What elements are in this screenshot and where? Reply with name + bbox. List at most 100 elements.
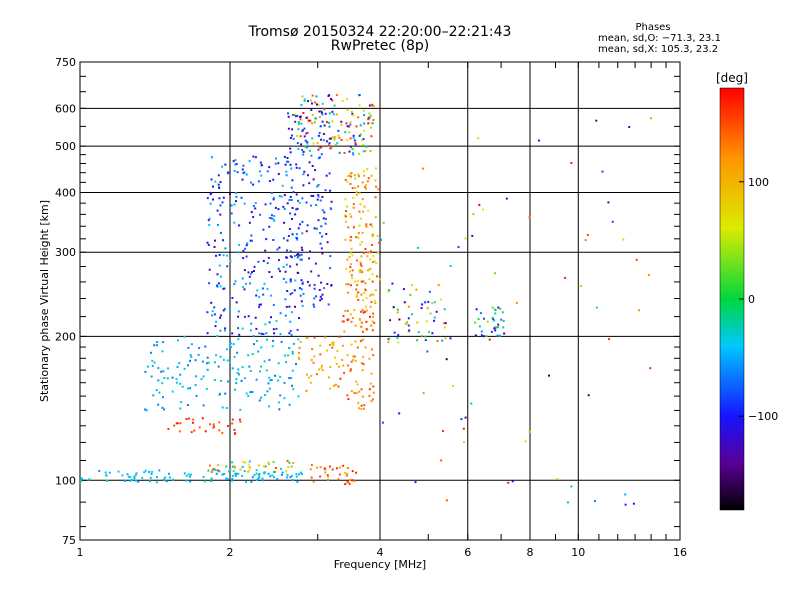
data-point [273,219,276,222]
data-point [231,297,234,299]
data-point [262,293,265,296]
data-point [349,239,352,242]
data-point [352,355,355,358]
data-point [323,467,326,470]
data-point [349,313,352,316]
data-point [250,234,253,237]
data-point [217,282,220,285]
data-point [318,289,321,291]
data-point [341,320,344,323]
data-point [364,289,367,292]
data-point [564,276,567,279]
data-point [156,476,158,479]
data-point [208,217,211,220]
data-point [309,250,311,253]
data-point [587,394,590,397]
data-point [224,392,227,395]
data-point [258,306,261,309]
data-point [368,294,371,297]
data-point [312,178,315,181]
data-point [221,473,224,476]
data-point [289,196,292,198]
data-point [298,358,301,361]
data-point [329,189,332,192]
data-point [330,200,333,203]
data-point [350,284,352,287]
chart-subtitle: RwPretec (8p) [330,38,430,54]
data-point [398,412,401,415]
data-point [375,262,378,265]
data-point [155,481,158,484]
data-point [177,339,179,342]
data-point [342,344,344,347]
data-point [608,338,610,341]
data-point [326,121,328,124]
data-point [310,154,313,157]
data-point [352,197,355,199]
data-point [318,116,321,118]
data-point [221,201,224,204]
data-point [282,205,285,208]
data-point [288,305,291,308]
data-point [622,238,625,241]
data-point [305,201,308,204]
data-point [353,139,356,142]
data-point [306,337,309,340]
data-point [285,170,288,173]
data-point [349,368,352,371]
data-point [267,461,270,464]
data-point [258,399,261,402]
data-point [354,324,357,327]
data-point [211,310,214,313]
data-point [443,308,446,311]
data-point [649,367,652,370]
data-point [131,479,134,481]
data-point [257,260,260,263]
data-point [372,119,375,121]
data-point [337,385,340,388]
data-point [292,137,295,140]
data-point [291,352,294,355]
data-point [370,301,373,303]
data-point [241,466,244,468]
data-point [316,103,318,106]
data-point [496,334,499,337]
data-point [290,199,293,201]
data-point [440,298,443,301]
data-point [462,427,465,430]
data-point [147,365,149,368]
data-point [356,293,358,296]
data-point [269,379,272,382]
data-point [155,344,158,347]
data-point [210,178,213,181]
data-point [361,271,364,274]
data-point [235,378,238,381]
data-point [324,336,327,339]
data-point [320,153,323,156]
data-point [363,122,366,125]
data-point [297,128,300,131]
data-point [362,170,365,173]
data-point [349,266,352,269]
data-point [329,387,331,390]
data-point [493,319,496,322]
data-point [285,263,288,266]
data-point [300,143,303,146]
data-point [360,325,363,328]
data-point [361,309,364,312]
data-point [307,174,309,177]
data-point [163,408,166,411]
data-point [241,277,244,280]
data-point [472,213,475,216]
data-point [308,182,311,185]
data-point [245,282,247,285]
data-point [224,163,227,166]
data-point [410,313,413,316]
data-point [301,95,304,98]
data-point [306,141,309,144]
data-point [371,225,374,228]
data-point [371,104,374,107]
data-point [293,114,295,116]
data-point [327,303,330,306]
data-point [355,288,358,291]
